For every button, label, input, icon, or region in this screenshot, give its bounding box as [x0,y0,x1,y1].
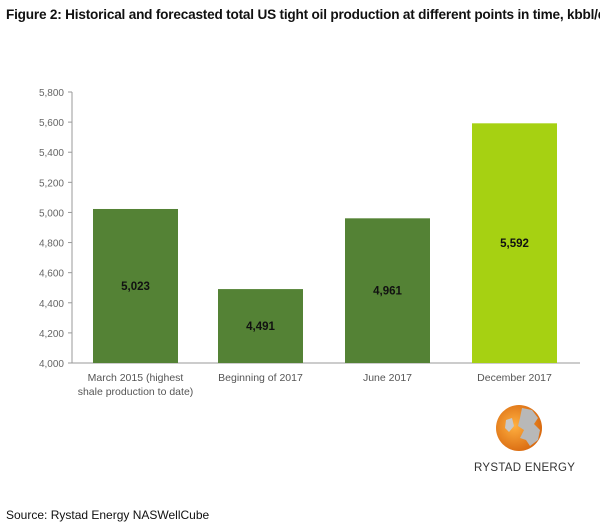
y-tick-label: 4,400 [39,299,64,310]
bar [218,289,303,363]
y-tick-label: 4,600 [39,269,64,280]
x-tick-label: June 2017 [363,372,412,384]
bar [93,208,178,363]
rystad-logo [496,405,542,451]
data-label: 5,023 [121,281,150,293]
data-label: 4,961 [373,286,402,298]
y-tick-label: 5,800 [39,88,64,99]
x-tick-label: December 2017 [477,372,552,384]
chart-title: Figure 2: Historical and forecasted tota… [6,7,600,22]
y-tick-label: 5,200 [39,178,64,189]
x-tick-label: Beginning of 2017 [218,372,303,384]
x-tick-label: March 2015 (highest [88,372,184,384]
y-tick-label: 4,200 [39,329,64,340]
y-tick-label: 5,000 [39,208,64,219]
bar [345,218,430,363]
y-tick-label: 4,000 [39,359,64,370]
source-note: Source: Rystad Energy NASWellCube [6,508,210,522]
x-tick-label: shale production to date) [78,386,194,398]
logo-text: RYSTAD ENERGY [474,462,576,474]
y-tick-label: 5,400 [39,148,64,159]
y-tick-label: 4,800 [39,239,64,250]
bar [472,123,557,363]
data-label: 5,592 [500,238,529,250]
y-tick-label: 5,600 [39,118,64,129]
data-label: 4,491 [246,321,275,333]
